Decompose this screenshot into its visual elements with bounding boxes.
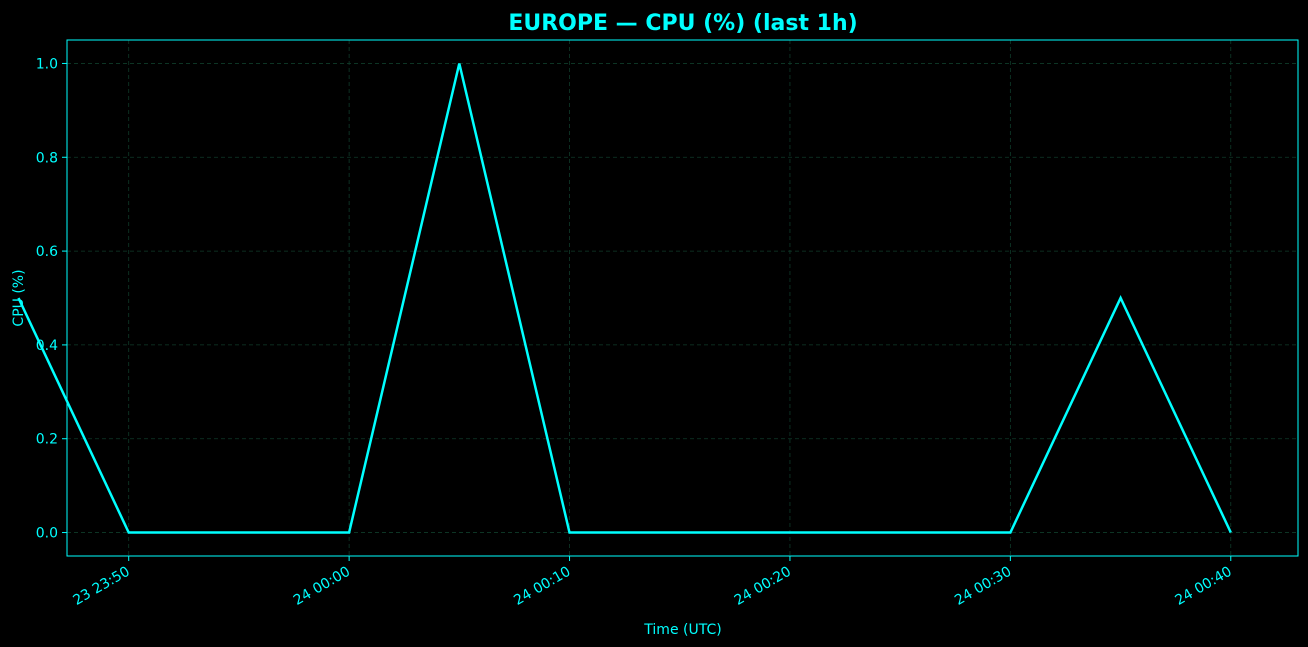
y-tick-label: 0.4 bbox=[36, 338, 58, 354]
y-tick-label: 1.0 bbox=[36, 56, 58, 72]
chart-title: EUROPE — CPU (%) (last 1h) bbox=[508, 11, 857, 36]
series-layer bbox=[17, 63, 1232, 534]
series-line bbox=[17, 63, 1232, 534]
plot-frame bbox=[66, 39, 1299, 557]
x-axis-label: Time (UTC) bbox=[643, 622, 721, 638]
y-tick-label: 0.8 bbox=[36, 150, 58, 166]
y-axis: 0.0 0.2 0.4 0.6 0.8 1.0 bbox=[36, 56, 67, 542]
y-tick-label: 0.0 bbox=[36, 526, 58, 542]
y-axis-label: CPU (%) bbox=[11, 269, 27, 326]
y-tick-label: 0.2 bbox=[36, 432, 58, 448]
y-tick-label: 0.6 bbox=[36, 244, 58, 260]
